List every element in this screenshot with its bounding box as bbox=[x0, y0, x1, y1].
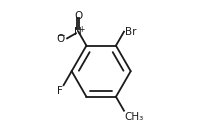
Text: CH₃: CH₃ bbox=[125, 112, 144, 122]
Text: O: O bbox=[56, 34, 64, 44]
Text: O: O bbox=[74, 11, 83, 21]
Text: −: − bbox=[57, 31, 66, 41]
Text: N: N bbox=[74, 27, 82, 37]
Text: F: F bbox=[57, 86, 63, 96]
Text: Br: Br bbox=[125, 27, 137, 37]
Text: +: + bbox=[78, 25, 85, 34]
